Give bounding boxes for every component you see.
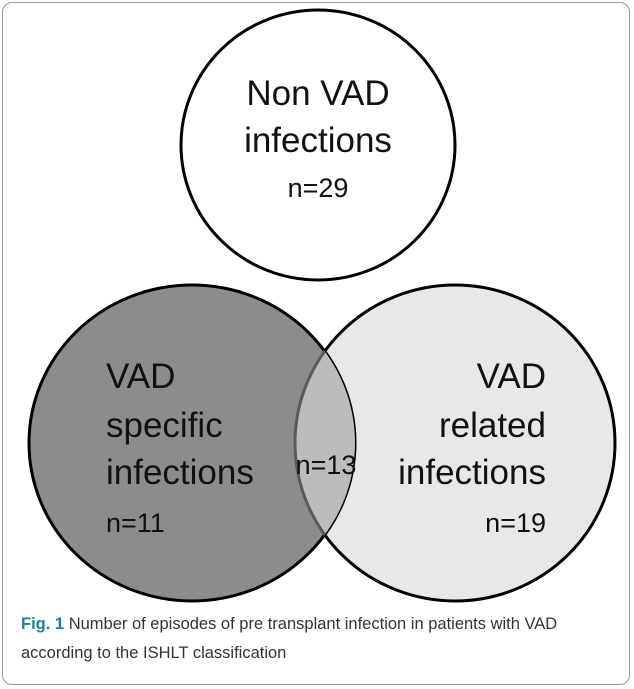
intersection-region — [293, 285, 355, 601]
caption: Fig. 1 Number of episodes of pre transpl… — [21, 610, 611, 668]
venn-diagram: Non VAD infections n=29 VAD specific inf… — [27, 8, 617, 603]
set-label: infections — [398, 453, 546, 492]
set-label: VAD — [477, 357, 546, 396]
set-label: Non VAD — [246, 74, 389, 113]
set-count: n=11 — [106, 508, 165, 538]
set-label: infections — [244, 121, 392, 160]
caption-text: Number of episodes of pre transplant inf… — [21, 615, 558, 662]
set-count: n=19 — [485, 508, 546, 538]
set-label: infections — [106, 453, 254, 492]
intersection-count: n=13 — [296, 450, 357, 480]
set-label: specific — [106, 406, 223, 445]
set-label: VAD — [106, 357, 175, 396]
set-circle — [179, 8, 457, 282]
set-count: n=29 — [288, 173, 349, 203]
set-label: related — [439, 406, 546, 445]
caption-label: Fig. 1 — [21, 615, 65, 633]
